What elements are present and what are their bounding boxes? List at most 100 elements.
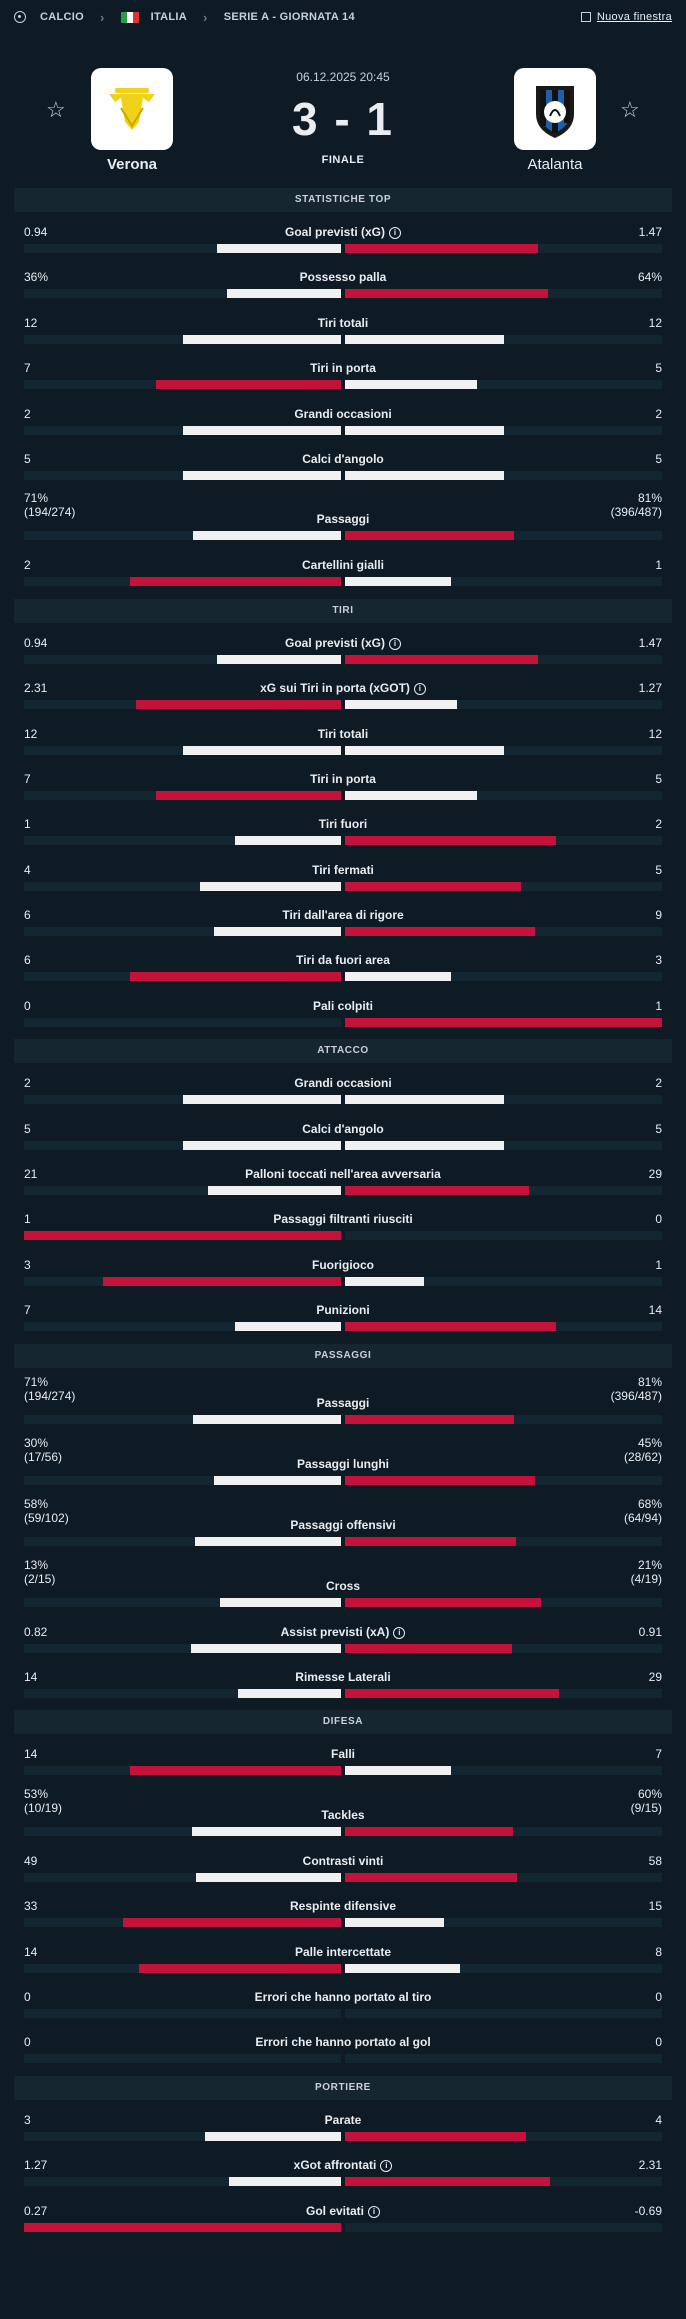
- home-team-name[interactable]: Verona: [106, 156, 158, 173]
- away-stat-value: 58: [649, 1854, 662, 1868]
- away-value-text: 21%: [637, 1557, 662, 1572]
- stat-row: 0 Pali colpiti 1: [14, 986, 672, 1031]
- away-bar-track: [345, 1414, 662, 1424]
- comparison-bar: [24, 289, 662, 299]
- stat-row: 3 Fuorigioco 1: [14, 1245, 672, 1290]
- away-value-text: 64%: [637, 270, 662, 285]
- home-bar-track: [24, 244, 341, 253]
- home-value-text: 12: [24, 726, 38, 741]
- new-window-link[interactable]: Nuova finestra: [580, 11, 672, 23]
- home-value-text: 14: [24, 1669, 38, 1684]
- comparison-bar: [24, 1688, 662, 1698]
- home-value-text: 36%: [24, 270, 49, 285]
- stat-label: Passaggi lunghi: [14, 1457, 672, 1471]
- home-stat-value: 3: [24, 2113, 31, 2127]
- home-value-text: 0.82: [24, 1624, 48, 1639]
- away-value-text: 5: [655, 451, 662, 466]
- stat-label: Fuorigioco: [14, 1258, 672, 1272]
- comparison-bar: [24, 1276, 662, 1286]
- stat-label: Palle intercettate: [14, 1945, 672, 1959]
- comparison-bar: [24, 1140, 662, 1150]
- away-value-detail: (396/487): [610, 1388, 662, 1403]
- home-value-text: 2: [24, 406, 31, 421]
- info-icon[interactable]: i: [393, 1626, 406, 1639]
- stat-row: 7 Tiri in porta 5: [14, 348, 672, 393]
- away-favorite-star-icon[interactable]: ☆: [620, 97, 640, 122]
- away-bar-track: [345, 745, 662, 755]
- stat-row: 6 Tiri dall'area di rigore 9: [14, 895, 672, 940]
- away-value-detail: (64/94): [623, 1510, 662, 1525]
- away-bar-fill: [345, 1643, 512, 1653]
- stat-label-text: Tiri totali: [317, 726, 369, 741]
- home-team-logo[interactable]: [91, 68, 173, 150]
- breadcrumb-country[interactable]: ITALIA: [150, 11, 188, 23]
- match-score: 3 - 1: [291, 93, 395, 145]
- home-bar-track: [24, 2177, 341, 2187]
- comparison-bar: [24, 654, 662, 664]
- home-bar-track: [24, 334, 341, 344]
- home-bar-track: [24, 972, 341, 982]
- away-bar-fill: [345, 1475, 536, 1485]
- section-header: STATISTICHE TOP: [14, 188, 672, 212]
- away-stat-value: 29: [649, 1670, 662, 1684]
- info-icon[interactable]: i: [380, 2160, 393, 2173]
- stat-label-text: Fuorigioco: [312, 1257, 374, 1272]
- away-bar-track: [345, 470, 662, 480]
- away-team-logo[interactable]: [514, 68, 596, 150]
- home-stat-value: 5: [24, 452, 31, 466]
- stat-label: Tiri fuori: [14, 817, 672, 831]
- away-bar-fill: [345, 881, 522, 891]
- stat-row: 13% (2/15) Cross 21% (4/19): [14, 1551, 672, 1612]
- home-bar-fill: [195, 1536, 341, 1546]
- away-stat-value: 21% (4/19): [631, 1558, 662, 1586]
- away-bar-track: [345, 1872, 662, 1882]
- away-bar-track: [345, 1095, 662, 1105]
- stat-row: 58% (59/102) Passaggi offensivi 68% (64/94): [14, 1490, 672, 1551]
- stat-row: 14 Palle intercettate 8: [14, 1932, 672, 1977]
- info-icon[interactable]: i: [389, 637, 402, 650]
- stat-row: 2 Cartellini gialli 1: [14, 545, 672, 590]
- stat-row: 2 Grandi occasioni 2: [14, 394, 672, 439]
- away-bar-track: [345, 1017, 662, 1027]
- away-stat-value: 0: [655, 2035, 662, 2049]
- home-bar-fill: [182, 425, 341, 435]
- stat-label-text: Goal previsti (xG): [284, 635, 386, 650]
- stat-label-text: Tiri fermati: [312, 862, 374, 877]
- match-header: ☆ Verona 06.12.2025 20:45 3 - 1 FINALE A…: [0, 34, 686, 180]
- home-value-text: 4: [24, 862, 31, 877]
- away-team-name[interactable]: Atalanta: [527, 156, 583, 173]
- home-bar-track: [24, 425, 341, 435]
- home-bar-fill: [139, 1963, 341, 1973]
- away-value-text: 1: [655, 558, 662, 573]
- home-bar-fill: [182, 470, 341, 480]
- away-value-text: 45%: [637, 1435, 662, 1450]
- away-bar-fill: [345, 1276, 425, 1286]
- comparison-bar: [24, 927, 662, 937]
- info-icon[interactable]: i: [368, 2205, 380, 2218]
- stat-label-text: Tiri in porta: [310, 771, 376, 786]
- away-bar-fill: [345, 2131, 527, 2141]
- stat-label-text: Tiri da fuori area: [296, 953, 390, 968]
- info-icon[interactable]: i: [389, 227, 402, 239]
- info-icon[interactable]: i: [413, 683, 426, 696]
- stat-label: Grandi occasioni: [14, 407, 672, 421]
- away-value-text: 2.31: [638, 2158, 662, 2173]
- stat-row: 0 Errori che hanno portato al tiro 0: [14, 1977, 672, 2022]
- breadcrumb-sport[interactable]: CALCIO: [40, 11, 84, 23]
- away-stat-value: 5: [655, 1122, 662, 1136]
- home-bar-track: [24, 836, 341, 846]
- away-stat-value: 1.47: [639, 636, 662, 650]
- new-window-label: Nuova finestra: [596, 11, 672, 23]
- away-stat-value: 0: [655, 1990, 662, 2004]
- stat-label-text: Tiri in porta: [310, 361, 376, 376]
- home-favorite-star-icon[interactable]: ☆: [46, 97, 66, 122]
- statistics-container: STATISTICHE TOP 0.94 Goal previsti (xG) i 1.…: [0, 188, 686, 2236]
- home-bar-fill: [129, 577, 341, 587]
- comparison-bar: [24, 1536, 662, 1546]
- stat-row: 5 Calci d'angolo 5: [14, 1109, 672, 1154]
- breadcrumb-league[interactable]: SERIE A - GIORNATA 14: [223, 11, 355, 23]
- home-bar-track: [24, 1095, 341, 1105]
- stat-row: 30% (17/56) Passaggi lunghi 45% (28/62): [14, 1429, 672, 1490]
- away-bar-fill: [345, 244, 539, 253]
- away-value-text: 0: [655, 1989, 662, 2004]
